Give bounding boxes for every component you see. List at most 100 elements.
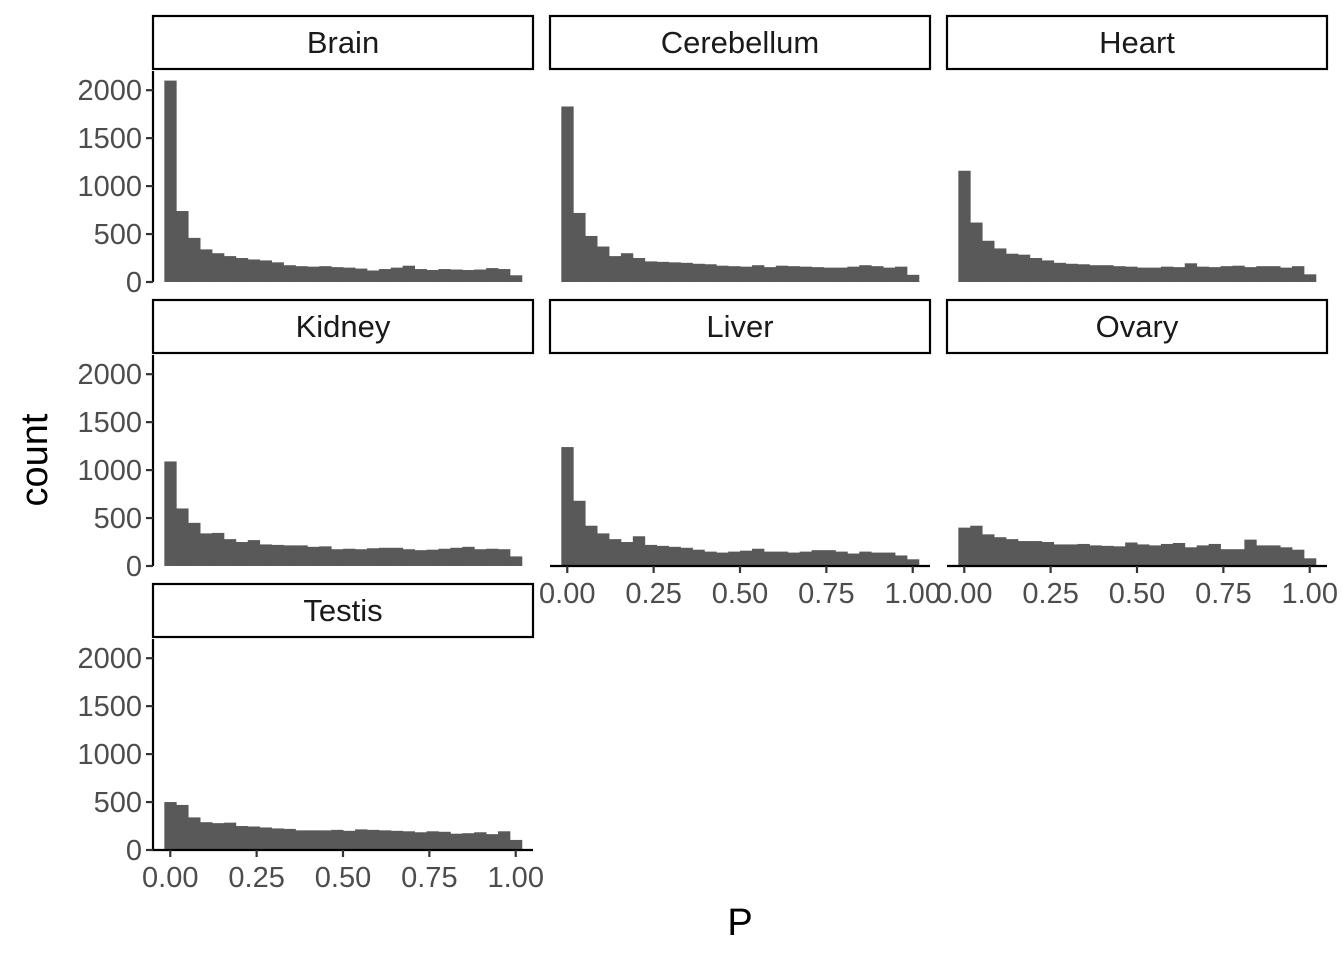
histogram-bar	[561, 447, 574, 566]
facet-strip-label: Liver	[706, 309, 773, 344]
y-tick-label: 1000	[77, 739, 142, 771]
histogram-bar	[1077, 543, 1090, 566]
histogram-bar	[1017, 541, 1031, 566]
histogram-bar	[763, 267, 777, 282]
histogram-bar	[1232, 549, 1245, 566]
histogram-bar	[247, 259, 261, 282]
histogram-bar	[390, 267, 404, 282]
y-tick-label: 1500	[77, 691, 142, 723]
histogram-bar	[200, 822, 213, 850]
histogram-bar	[188, 522, 201, 566]
histogram-bar	[835, 551, 848, 566]
histogram-bar	[775, 551, 789, 566]
histogram-bar	[1125, 542, 1138, 566]
histogram-bar	[509, 275, 523, 282]
histogram-bar	[1268, 266, 1281, 282]
histogram-bar	[906, 274, 920, 282]
histogram-bar	[680, 262, 693, 282]
histogram-bar	[573, 212, 586, 282]
facet-strip-label: Kidney	[296, 309, 391, 344]
histogram-bar	[271, 544, 284, 566]
histogram-bar	[331, 829, 344, 850]
histogram-bar	[1256, 545, 1269, 566]
histogram-bar	[1292, 549, 1305, 566]
histogram-bar	[247, 540, 261, 566]
histogram-bar	[585, 235, 598, 282]
histogram-bar	[295, 830, 308, 850]
histogram-bar	[343, 830, 356, 850]
histogram-bar	[704, 264, 717, 282]
histogram-bar	[390, 547, 404, 566]
x-tick-label: 0.25	[625, 578, 681, 610]
y-tick-label: 500	[94, 787, 142, 819]
histogram-bar	[811, 267, 824, 282]
x-tick-label: 1.00	[885, 578, 941, 610]
histogram-bar	[970, 525, 983, 566]
histogram-bar	[295, 266, 308, 282]
histogram-bar	[509, 839, 523, 850]
histogram-bar	[895, 266, 908, 282]
histogram-bar	[474, 549, 487, 566]
histogram-bar	[1125, 266, 1138, 282]
y-tick-label: 0	[126, 267, 142, 299]
facet-strip-label: Brain	[307, 25, 379, 60]
histogram-bar	[355, 549, 368, 566]
histogram-bar	[644, 544, 658, 566]
facet-panel-liver: Liver 0.00 0.25 0.50 0.75 1.00	[539, 298, 941, 610]
facet-strip	[151, 582, 535, 639]
histogram-bar	[366, 829, 380, 850]
x-tick-label: 1.00	[488, 862, 544, 894]
histogram-bar	[982, 240, 995, 282]
histogram-bar	[1244, 267, 1257, 282]
histogram-bar	[752, 548, 765, 566]
histogram-bar	[1280, 547, 1293, 566]
histogram-bar	[212, 532, 225, 566]
histogram-bar	[958, 170, 971, 282]
histogram-bar	[1244, 539, 1257, 566]
histogram-bar	[823, 550, 836, 566]
x-tick-label: 0.50	[1109, 578, 1165, 610]
histogram-bar	[620, 542, 634, 566]
histogram-bar	[426, 831, 439, 850]
histogram-bar	[1113, 266, 1126, 282]
histogram-bar	[1041, 260, 1055, 282]
histogram-bar	[1172, 267, 1186, 282]
histogram-bar	[1268, 545, 1281, 566]
histogram-bar	[271, 262, 284, 282]
histogram-bar	[307, 830, 320, 850]
histogram-bar	[474, 269, 487, 282]
facet-panel-kidney: Kidney 0 500 1000 1500 2000	[77, 298, 535, 583]
histogram-bar	[223, 539, 237, 566]
histogram-bar	[1113, 546, 1126, 566]
histogram-bar	[573, 500, 586, 566]
histogram-bar	[656, 545, 669, 566]
histogram-bar	[1029, 258, 1043, 282]
histogram-bar	[331, 267, 344, 282]
y-tick-label: 2000	[77, 359, 142, 391]
histogram-bar	[958, 527, 971, 566]
histogram-bar	[271, 828, 284, 850]
facet-strip-label: Testis	[303, 593, 382, 628]
histogram-bar	[1053, 544, 1066, 566]
histogram-bar	[871, 552, 884, 566]
facet-panel-ovary: Ovary 0.00 0.25 0.50 0.75 1.00	[936, 298, 1338, 610]
histogram-bar	[498, 831, 511, 850]
histogram-bar	[462, 270, 475, 282]
histogram-bar	[319, 266, 332, 282]
y-tick-label: 0	[126, 551, 142, 583]
histogram-bar	[1053, 262, 1066, 282]
histogram-bar	[498, 549, 511, 566]
histogram-bar	[704, 551, 717, 566]
histogram-bar	[223, 256, 237, 282]
histogram-bar	[1101, 265, 1114, 282]
histogram-bar	[970, 222, 983, 282]
histogram-bar	[176, 804, 189, 850]
histogram-bar	[355, 829, 368, 850]
histogram-bar	[295, 545, 308, 566]
histogram-bar	[283, 265, 296, 282]
histogram-bar	[509, 556, 523, 566]
histogram-bar	[378, 830, 392, 850]
histogram-bar	[462, 546, 475, 566]
histogram-bar	[895, 555, 908, 566]
